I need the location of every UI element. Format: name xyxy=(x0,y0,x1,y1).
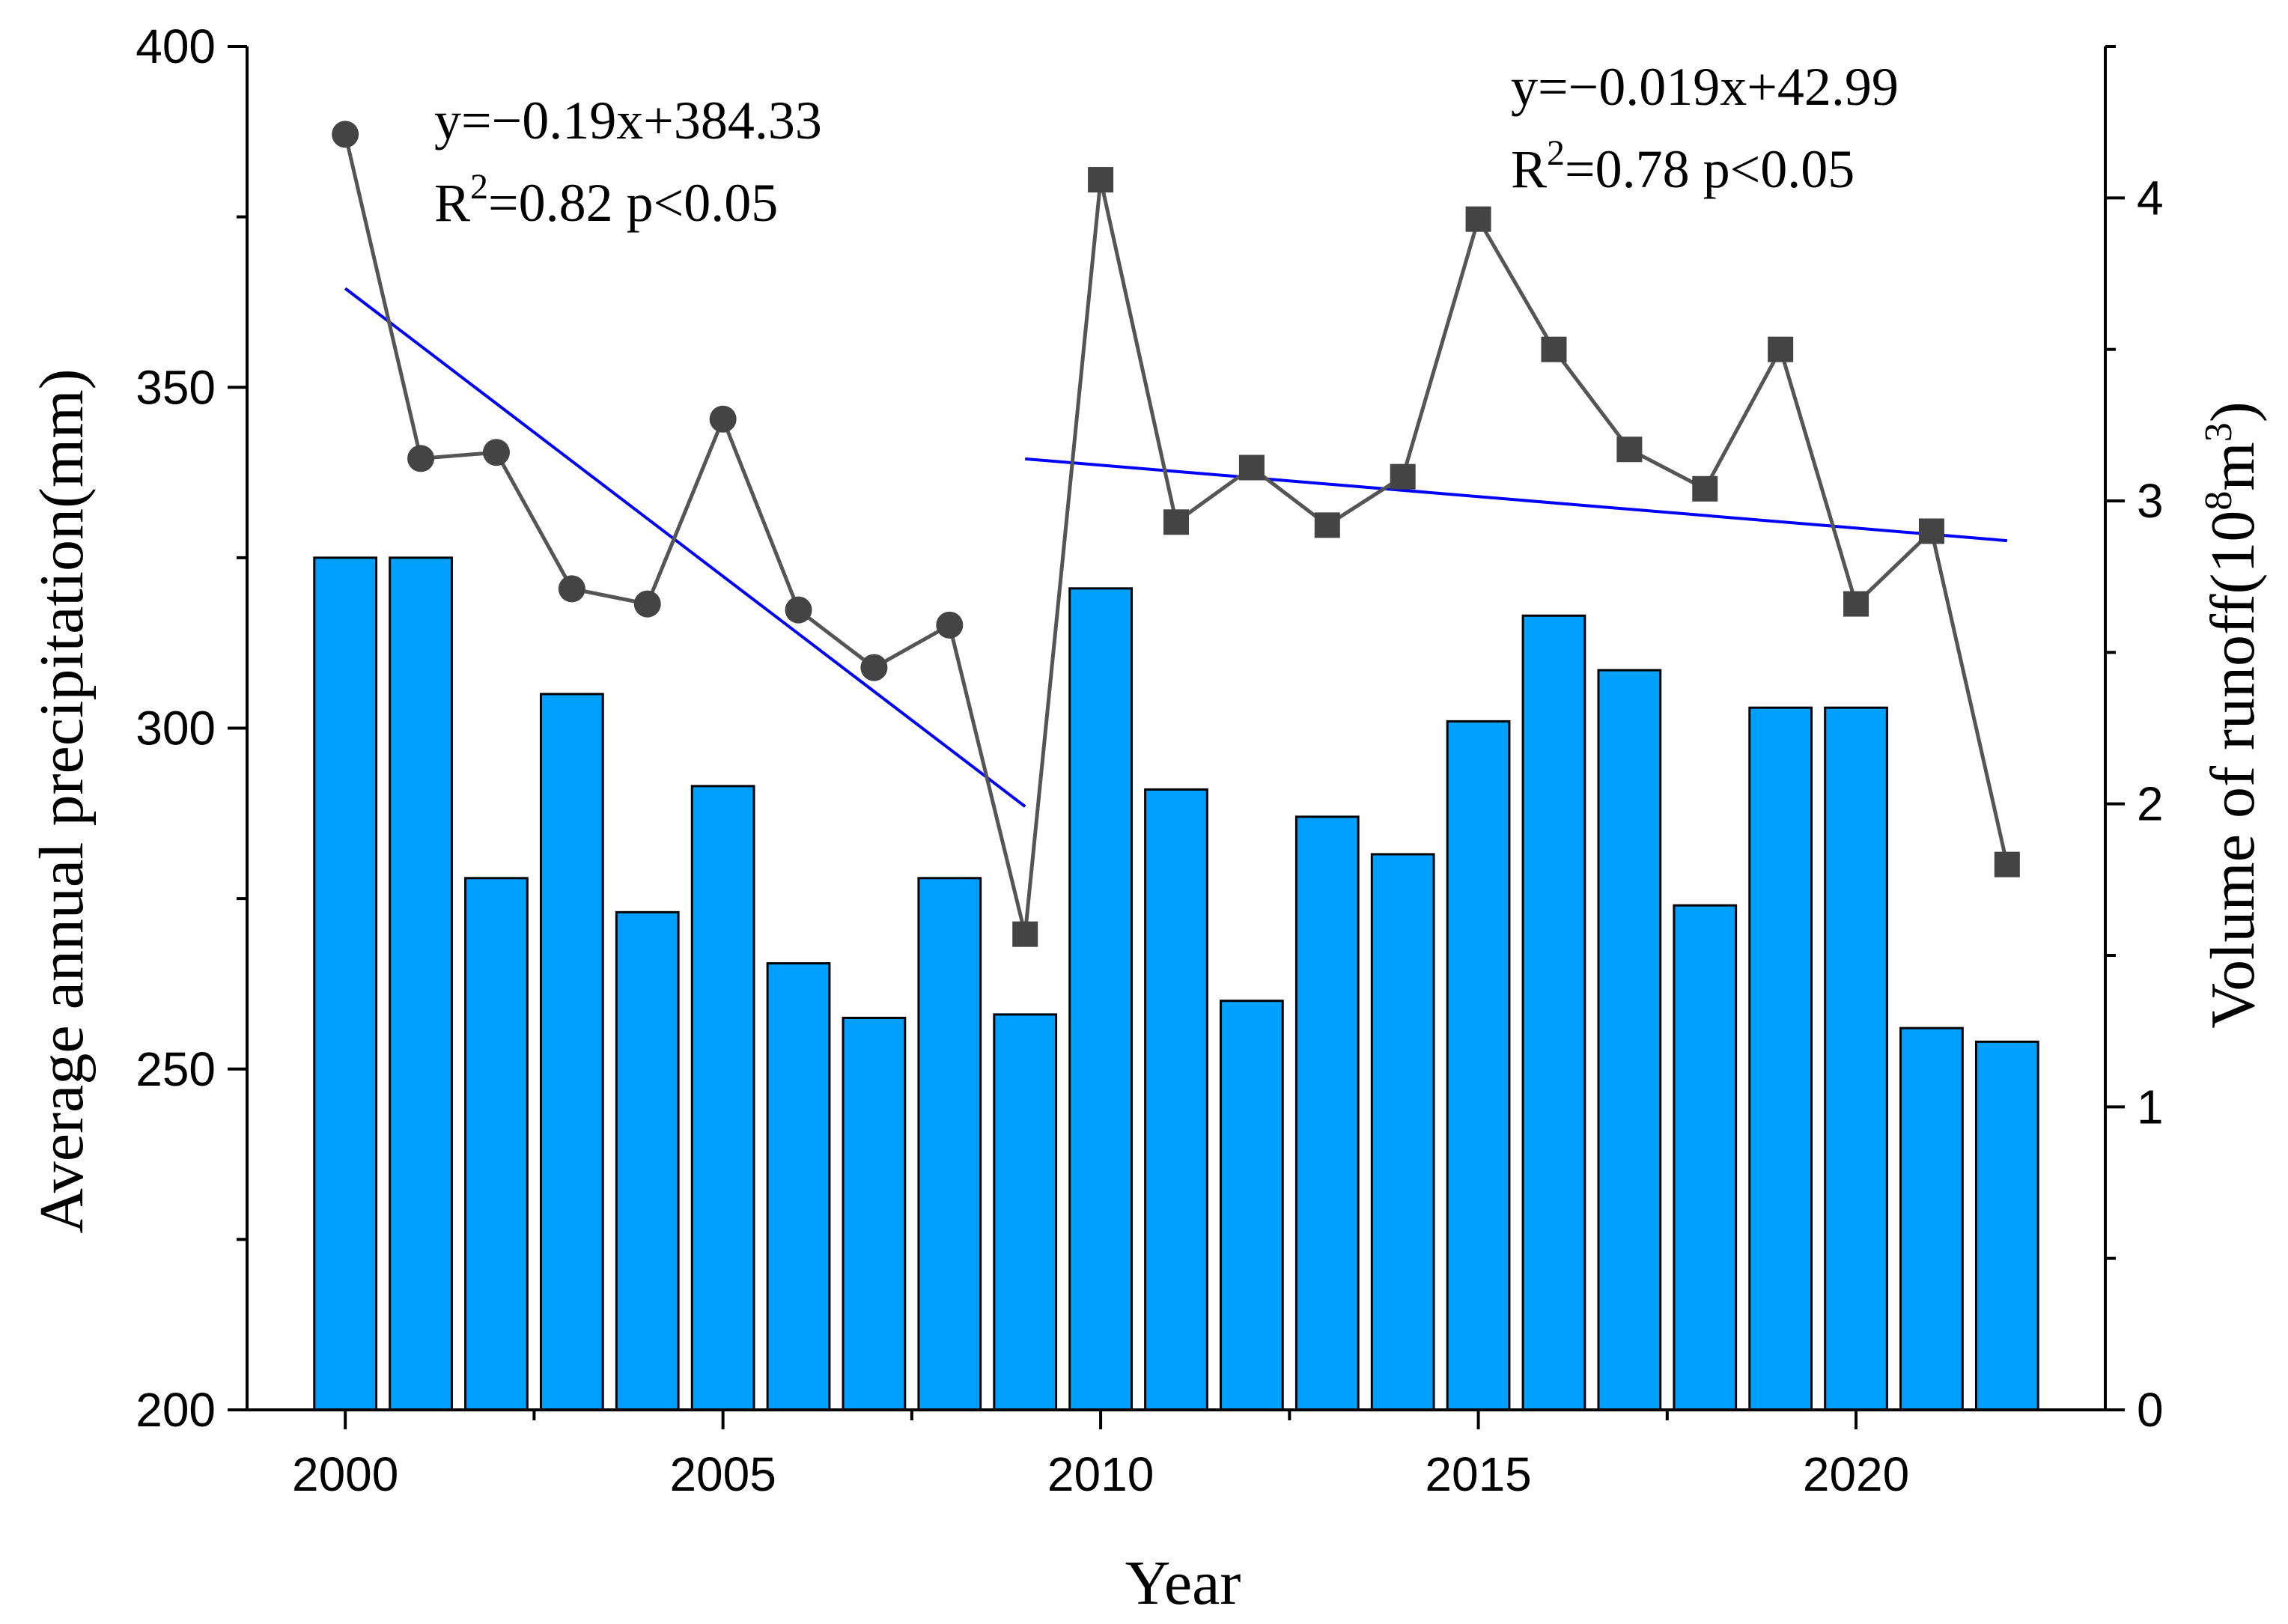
annotation-left-r2-rest: =0.82 p<0.05 xyxy=(488,173,778,233)
right-tick-label-0: 0 xyxy=(2137,1383,2164,1437)
bar-2011 xyxy=(1144,788,1208,1411)
annotation-left-r2-sup: 2 xyxy=(470,167,488,207)
bar-2020 xyxy=(1824,706,1888,1411)
bar-2013 xyxy=(1294,815,1360,1411)
bar-2012 xyxy=(1220,1000,1284,1411)
left-tick-label-400: 400 xyxy=(136,19,216,73)
trendlines-layer xyxy=(344,287,2008,808)
runoff-point-2004 xyxy=(633,590,661,618)
right-tick-label-1: 1 xyxy=(2137,1080,2164,1134)
runoff-point-2011 xyxy=(1163,509,1189,535)
left-y-axis-title: Average annual precipitation(mm) xyxy=(27,368,97,1233)
bar-2014 xyxy=(1370,853,1435,1411)
bar-2001 xyxy=(389,556,453,1411)
x-tick-label-2010: 2010 xyxy=(1047,1447,1154,1501)
bar-2007 xyxy=(842,1016,907,1411)
runoff-point-2012 xyxy=(1238,454,1265,481)
ticks-layer: 2000 2005 2010 2015 2020 200 250 300 350 400 0 1 2 3 4 xyxy=(136,19,2163,1501)
right-tick-label-4: 4 xyxy=(2137,171,2164,225)
runoff-point-2018 xyxy=(1692,475,1718,502)
bar-2002 xyxy=(464,877,529,1411)
trendline-2 xyxy=(1025,457,2008,543)
left-tick-label-250: 250 xyxy=(136,1042,216,1096)
left-tick-label-300: 300 xyxy=(136,702,216,755)
annotation-right-r2-prefix: R xyxy=(1511,139,1547,199)
runoff-point-2022 xyxy=(1994,851,2020,878)
bar-2004 xyxy=(615,910,680,1411)
bar-2008 xyxy=(917,877,982,1411)
runoff-point-2021 xyxy=(1918,518,1944,544)
right-y-axis-title: Volume of runoff(108m3) xyxy=(2197,401,2268,1028)
bar-2010 xyxy=(1068,587,1133,1411)
x-tick-label-2015: 2015 xyxy=(1425,1447,1531,1501)
left-tick-label-200: 200 xyxy=(136,1383,216,1437)
bar-2017 xyxy=(1597,669,1662,1411)
runoff-point-2014 xyxy=(1390,463,1416,490)
right-tick-label-3: 3 xyxy=(2137,474,2164,528)
runoff-point-2013 xyxy=(1314,512,1340,538)
right-y-axis-title-mid: m xyxy=(2198,442,2268,490)
runoff-point-2007 xyxy=(860,654,888,681)
runoff-point-2019 xyxy=(1768,336,1794,362)
right-y-axis-title-main: Volume of runoff(10 xyxy=(2198,511,2268,1029)
runoff-point-2006 xyxy=(785,596,812,624)
bar-2006 xyxy=(766,962,831,1411)
runoff-point-2009 xyxy=(1012,921,1038,947)
annotation-right-r2: R2=0.78 p<0.05 xyxy=(1511,133,1855,199)
bar-2003 xyxy=(539,693,604,1411)
bar-2000 xyxy=(313,556,378,1411)
runoff-point-2001 xyxy=(407,445,435,472)
bar-2021 xyxy=(1899,1027,1964,1411)
runoff-point-2003 xyxy=(558,575,585,603)
runoff-point-2000 xyxy=(332,121,359,148)
annotation-right-r2-sup: 2 xyxy=(1547,133,1565,173)
bars-layer xyxy=(313,556,2039,1411)
right-y-axis-title-sup2: 3 xyxy=(2197,422,2240,442)
x-tick-label-2020: 2020 xyxy=(1803,1447,1909,1501)
runoff-point-2016 xyxy=(1541,336,1567,362)
right-tick-label-2: 2 xyxy=(2137,777,2164,831)
bar-2015 xyxy=(1446,720,1511,1411)
runoff-point-2002 xyxy=(482,439,510,466)
x-tick-label-2005: 2005 xyxy=(669,1447,776,1501)
runoff-point-2015 xyxy=(1465,206,1491,232)
bar-2018 xyxy=(1673,904,1738,1411)
x-axis-title: Year xyxy=(1125,1548,1241,1618)
bar-2005 xyxy=(690,785,755,1411)
x-tick-label-2000: 2000 xyxy=(292,1447,398,1501)
annotation-left: y=−0.19x+384.33 R2=0.82 p<0.05 xyxy=(434,91,822,233)
bar-2022 xyxy=(1974,1040,2039,1411)
runoff-point-2008 xyxy=(936,611,964,639)
bar-2009 xyxy=(993,1013,1058,1411)
right-y-axis-title-sup1: 8 xyxy=(2197,491,2240,511)
left-tick-label-350: 350 xyxy=(136,360,216,414)
runoff-point-2020 xyxy=(1843,591,1869,617)
trendline-1 xyxy=(344,287,1026,808)
bar-2016 xyxy=(1521,614,1586,1411)
annotation-right: y=−0.019x+42.99 R2=0.78 p<0.05 xyxy=(1511,57,1899,199)
runoff-point-2010 xyxy=(1088,167,1114,193)
annotation-left-r2: R2=0.82 p<0.05 xyxy=(434,167,778,233)
runoff-point-2005 xyxy=(709,405,737,433)
annotation-right-r2-rest: =0.78 p<0.05 xyxy=(1565,139,1855,199)
annotation-right-equation: y=−0.019x+42.99 xyxy=(1511,57,1899,117)
right-y-axis-title-end: ) xyxy=(2198,401,2268,422)
runoff-line-layer xyxy=(332,121,2020,947)
annotation-left-r2-prefix: R xyxy=(434,173,470,233)
bar-2019 xyxy=(1748,706,1813,1411)
annotation-left-equation: y=−0.19x+384.33 xyxy=(434,91,822,150)
runoff-point-2017 xyxy=(1616,437,1643,463)
